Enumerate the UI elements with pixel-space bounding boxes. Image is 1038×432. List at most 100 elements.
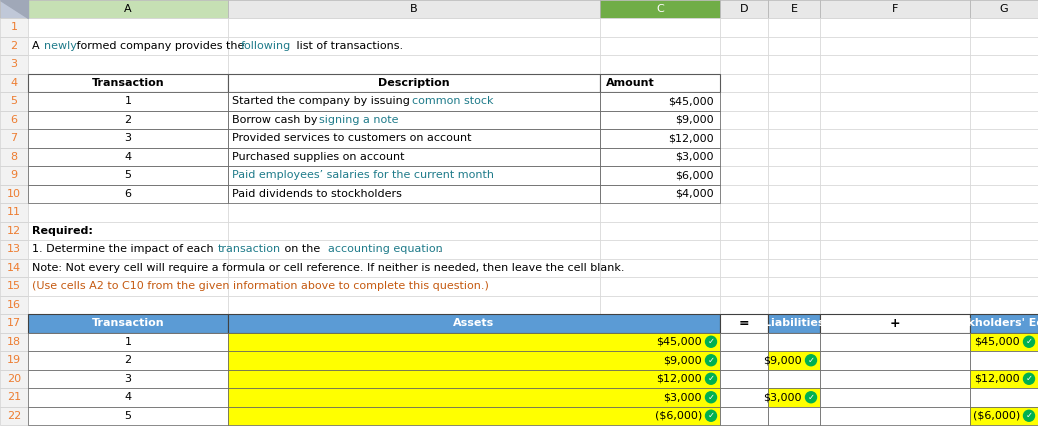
Text: 5: 5 (10, 96, 18, 106)
Text: 5: 5 (125, 170, 132, 180)
Text: 12: 12 (7, 226, 21, 236)
Text: $45,000: $45,000 (668, 96, 714, 106)
Bar (0, 166, 28, 184)
Text: ✓: ✓ (1026, 337, 1033, 346)
Bar (969, 0, 1038, 18)
Bar (969, 55, 1038, 73)
Bar (28, 111, 228, 129)
Bar (28, 203, 228, 222)
Bar (28, 407, 228, 425)
Bar (28, 18, 228, 36)
Bar (969, 222, 1038, 240)
Polygon shape (0, 0, 28, 18)
Bar (600, 111, 720, 129)
Bar (28, 184, 228, 203)
Text: ✓: ✓ (708, 393, 714, 402)
Bar (768, 222, 820, 240)
Bar (228, 55, 600, 73)
Bar (228, 166, 600, 184)
Text: 1: 1 (125, 337, 132, 347)
Bar (600, 166, 720, 184)
Text: ✓: ✓ (708, 356, 714, 365)
Text: $12,000: $12,000 (975, 374, 1020, 384)
Text: $6,000: $6,000 (676, 170, 714, 180)
Bar (0, 36, 28, 55)
Bar (969, 36, 1038, 55)
Text: D: D (740, 4, 748, 14)
Bar (0, 388, 28, 407)
Text: 4: 4 (125, 152, 132, 162)
Text: 5: 5 (125, 411, 132, 421)
Text: E: E (791, 4, 797, 14)
Bar (820, 222, 969, 240)
Bar (0, 240, 28, 258)
Text: 22: 22 (7, 411, 21, 421)
Text: transaction: transaction (218, 244, 280, 254)
Bar (0, 129, 28, 147)
Text: 16: 16 (7, 300, 21, 310)
Bar (720, 203, 768, 222)
Bar (720, 111, 768, 129)
Bar (228, 147, 600, 166)
Bar (28, 333, 228, 351)
Bar (28, 295, 228, 314)
Bar (28, 351, 228, 369)
Bar (28, 129, 228, 147)
Bar (0, 111, 28, 129)
Bar (720, 222, 768, 240)
Bar (600, 147, 720, 166)
Bar (600, 147, 720, 166)
Bar (820, 351, 969, 369)
Bar (600, 333, 720, 351)
Text: $12,000: $12,000 (656, 374, 702, 384)
Bar (969, 258, 1038, 277)
Bar (720, 407, 768, 425)
Bar (969, 407, 1038, 425)
Bar (720, 407, 768, 425)
Bar (768, 369, 820, 388)
Bar (600, 258, 720, 277)
Bar (28, 314, 228, 333)
Bar (820, 369, 969, 388)
Bar (228, 222, 600, 240)
Bar (28, 388, 228, 407)
Bar (969, 203, 1038, 222)
Bar (0, 92, 28, 111)
Text: 3: 3 (125, 374, 132, 384)
Bar (0, 147, 28, 166)
Bar (768, 388, 820, 407)
Bar (969, 92, 1038, 111)
Text: 7: 7 (10, 133, 18, 143)
Bar (969, 295, 1038, 314)
Bar (768, 333, 820, 351)
Bar (600, 184, 720, 203)
Text: ✓: ✓ (808, 393, 815, 402)
Bar (600, 369, 720, 388)
Bar (768, 92, 820, 111)
Bar (228, 333, 720, 351)
Bar (720, 240, 768, 258)
Bar (600, 92, 720, 111)
Bar (720, 369, 768, 388)
Bar (0, 0, 28, 18)
Bar (0, 203, 28, 222)
Text: 3: 3 (125, 133, 132, 143)
Bar (820, 73, 969, 92)
Text: 17: 17 (7, 318, 21, 328)
Text: $9,000: $9,000 (763, 355, 802, 365)
Bar (0, 369, 28, 388)
Text: =: = (739, 317, 749, 330)
Text: 15: 15 (7, 281, 21, 291)
Text: Stockholders' Equity: Stockholders' Equity (939, 318, 1038, 328)
Bar (228, 18, 600, 36)
Bar (768, 407, 820, 425)
Bar (28, 147, 228, 166)
Bar (720, 129, 768, 147)
Bar (720, 333, 768, 351)
Bar (820, 314, 969, 333)
Bar (768, 36, 820, 55)
Text: ✓: ✓ (708, 337, 714, 346)
Text: 2: 2 (10, 41, 18, 51)
Bar (28, 314, 228, 333)
Bar (768, 184, 820, 203)
